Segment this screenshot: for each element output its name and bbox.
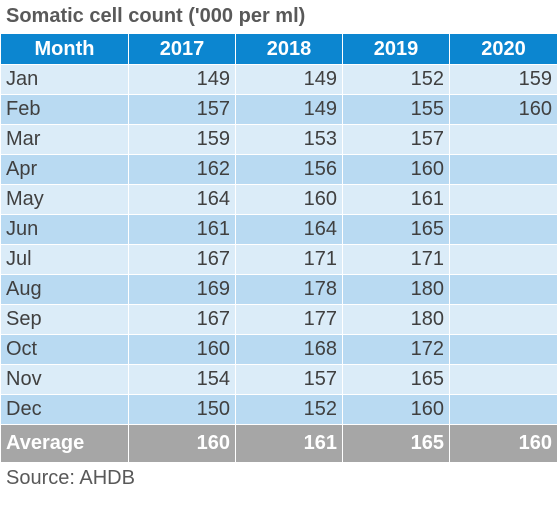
value-cell: 172: [342, 334, 450, 365]
table-row: Mar 159 153 157: [0, 124, 558, 155]
table-row: Oct 160 168 172: [0, 334, 558, 365]
value-cell: 171: [342, 244, 450, 275]
average-cell: 160: [128, 424, 236, 463]
value-cell: 168: [235, 334, 343, 365]
value-cell: [449, 274, 558, 305]
table-row: Nov 154 157 165: [0, 364, 558, 395]
somatic-cell-count-table: Month 2017 2018 2019 2020 Jan 149 149 152 15…: [0, 33, 558, 463]
value-cell: 153: [235, 124, 343, 155]
month-cell: Jun: [0, 214, 129, 245]
value-cell: [449, 124, 558, 155]
table-row: Jun 161 164 165: [0, 214, 558, 245]
value-cell: 160: [235, 184, 343, 215]
value-cell: 169: [128, 274, 236, 305]
month-cell: Aug: [0, 274, 129, 305]
value-cell: 161: [342, 184, 450, 215]
average-cell: 160: [449, 424, 558, 463]
value-cell: 157: [235, 364, 343, 395]
value-cell: 157: [128, 94, 236, 125]
value-cell: 160: [449, 94, 558, 125]
table-row: Apr 162 156 160: [0, 154, 558, 185]
value-cell: 160: [342, 394, 450, 425]
table-row: Jan 149 149 152 159: [0, 64, 558, 95]
value-cell: 178: [235, 274, 343, 305]
value-cell: 180: [342, 274, 450, 305]
value-cell: 154: [128, 364, 236, 395]
value-cell: 177: [235, 304, 343, 335]
table-row: Aug 169 178 180: [0, 274, 558, 305]
average-label: Average: [0, 424, 129, 463]
value-cell: [449, 154, 558, 185]
header-2018: 2018: [235, 33, 343, 65]
table-row: Jul 167 171 171: [0, 244, 558, 275]
value-cell: 156: [235, 154, 343, 185]
average-row: Average 160 161 165 160: [0, 424, 558, 463]
table-body: Jan 149 149 152 159 Feb 157 149 155 160 Mar 159 153 1…: [0, 64, 558, 425]
header-2020: 2020: [449, 33, 558, 65]
value-cell: [449, 394, 558, 425]
header-month: Month: [0, 33, 129, 65]
value-cell: 157: [342, 124, 450, 155]
value-cell: 162: [128, 154, 236, 185]
table-row: Feb 157 149 155 160: [0, 94, 558, 125]
header-2017: 2017: [128, 33, 236, 65]
month-cell: Feb: [0, 94, 129, 125]
month-cell: Jan: [0, 64, 129, 95]
value-cell: 152: [235, 394, 343, 425]
value-cell: 160: [128, 334, 236, 365]
value-cell: 152: [342, 64, 450, 95]
table-title: Somatic cell count ('000 per ml): [6, 5, 306, 27]
month-cell: Oct: [0, 334, 129, 365]
value-cell: [449, 244, 558, 275]
average-cell: 161: [235, 424, 343, 463]
value-cell: [449, 334, 558, 365]
value-cell: 167: [128, 244, 236, 275]
source-note: Source: AHDB: [6, 467, 135, 489]
value-cell: 150: [128, 394, 236, 425]
value-cell: 165: [342, 214, 450, 245]
month-cell: Sep: [0, 304, 129, 335]
header-row: Month 2017 2018 2019 2020: [0, 33, 558, 65]
value-cell: 149: [235, 64, 343, 95]
value-cell: 160: [342, 154, 450, 185]
value-cell: [449, 214, 558, 245]
value-cell: 159: [449, 64, 558, 95]
month-cell: Nov: [0, 364, 129, 395]
month-cell: May: [0, 184, 129, 215]
value-cell: [449, 364, 558, 395]
value-cell: [449, 304, 558, 335]
value-cell: 167: [128, 304, 236, 335]
month-cell: Dec: [0, 394, 129, 425]
value-cell: 165: [342, 364, 450, 395]
value-cell: 155: [342, 94, 450, 125]
table-row: Dec 150 152 160: [0, 394, 558, 425]
table-row: May 164 160 161: [0, 184, 558, 215]
header-2019: 2019: [342, 33, 450, 65]
value-cell: 171: [235, 244, 343, 275]
value-cell: 159: [128, 124, 236, 155]
value-cell: 149: [235, 94, 343, 125]
value-cell: 149: [128, 64, 236, 95]
average-cell: 165: [342, 424, 450, 463]
value-cell: 161: [128, 214, 236, 245]
value-cell: 164: [235, 214, 343, 245]
month-cell: Jul: [0, 244, 129, 275]
month-cell: Apr: [0, 154, 129, 185]
value-cell: [449, 184, 558, 215]
month-cell: Mar: [0, 124, 129, 155]
value-cell: 164: [128, 184, 236, 215]
value-cell: 180: [342, 304, 450, 335]
table-row: Sep 167 177 180: [0, 304, 558, 335]
